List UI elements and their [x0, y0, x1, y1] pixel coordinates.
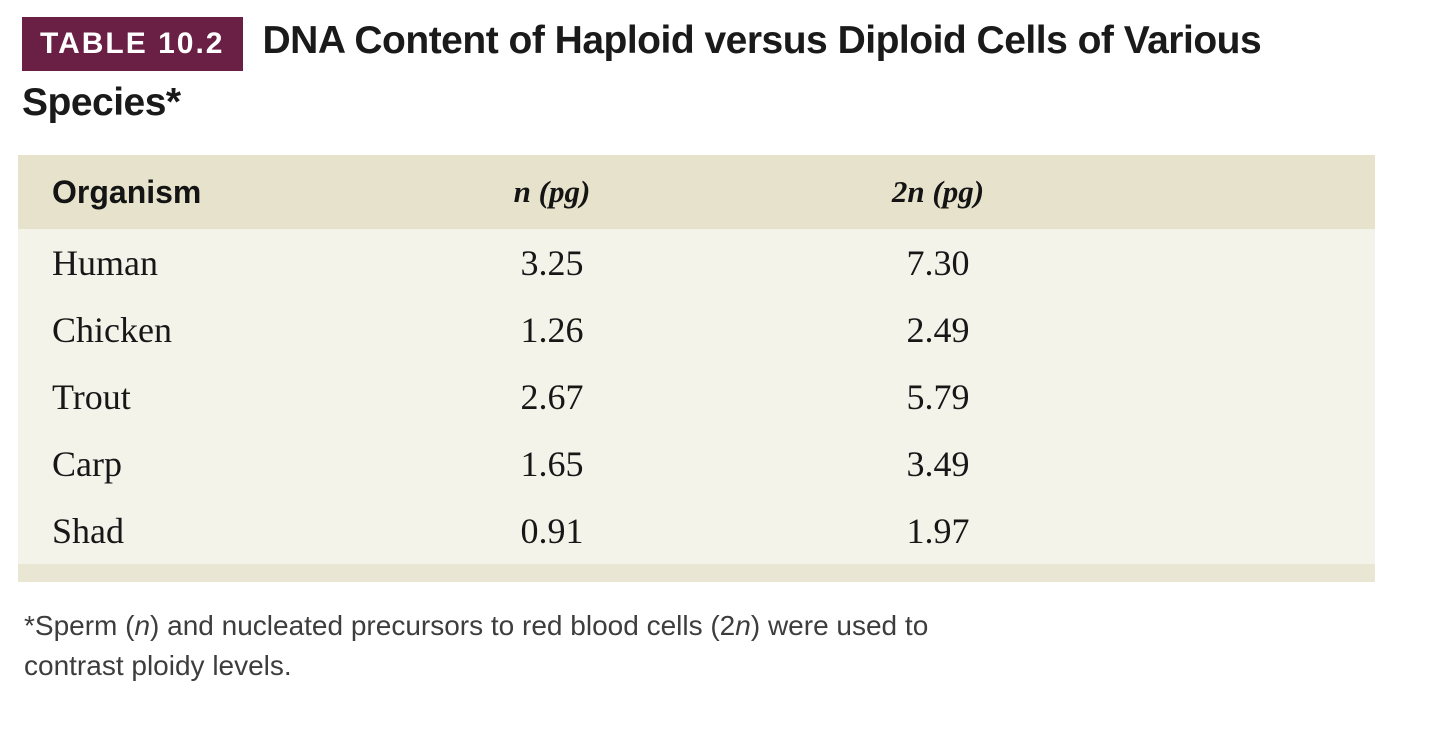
footnote-text: ) were used to — [750, 610, 929, 641]
organism-cell: Shad — [52, 510, 124, 551]
2n-value-cell: 3.49 — [906, 443, 970, 484]
n-value-cell: 3.25 — [520, 242, 584, 283]
table-title: TABLE 10.2 DNA Content of Haploid versus … — [22, 10, 1352, 134]
table-row: Trout 2.67 5.79 — [18, 363, 1375, 430]
table-row: Chicken 1.26 2.49 — [18, 296, 1375, 363]
n-value-cell: 1.65 — [520, 443, 584, 484]
table-title-text: DNA Content of Haploid versus Diploid Ce… — [22, 19, 1262, 124]
column-header-n-pg: n (pg) — [513, 174, 591, 209]
table-row: Human 3.25 7.30 — [18, 229, 1375, 296]
footnote-text-line2: contrast ploidy levels. — [24, 650, 292, 681]
table-footnote: *Sperm (n) and nucleated precursors to r… — [24, 606, 1304, 686]
organism-cell: Trout — [52, 376, 131, 417]
column-header-2n-pg: 2n (pg) — [891, 174, 985, 209]
2n-value-cell: 5.79 — [906, 376, 970, 417]
footnote-text: *Sperm ( — [24, 610, 135, 641]
column-header-organism: Organism — [52, 173, 202, 210]
table-body: Human 3.25 7.30 Chicken 1.26 2.49 Trout … — [18, 229, 1375, 564]
footnote-italic-n: n — [134, 610, 151, 641]
table-bottom-band — [18, 564, 1375, 582]
n-value-cell: 1.26 — [520, 309, 584, 350]
n-value-cell: 2.67 — [520, 376, 584, 417]
table-row: Shad 0.91 1.97 — [18, 497, 1375, 564]
footnote-italic-n: n — [735, 610, 751, 641]
organism-cell: Carp — [52, 443, 122, 484]
footnote-text: ) and nucleated precursors to red blood … — [150, 610, 736, 641]
2n-value-cell: 1.97 — [906, 510, 970, 551]
2n-value-cell: 7.30 — [906, 242, 970, 283]
table-header-row: Organism n (pg) 2n (pg) — [18, 155, 1375, 229]
2n-value-cell: 2.49 — [906, 309, 970, 350]
data-table: Organism n (pg) 2n (pg) Human 3.25 7.30 … — [18, 155, 1375, 582]
organism-cell: Human — [52, 242, 158, 283]
table-number-badge: TABLE 10.2 — [22, 17, 243, 71]
organism-cell: Chicken — [52, 309, 172, 350]
n-value-cell: 0.91 — [520, 510, 584, 551]
table-row: Carp 1.65 3.49 — [18, 430, 1375, 497]
